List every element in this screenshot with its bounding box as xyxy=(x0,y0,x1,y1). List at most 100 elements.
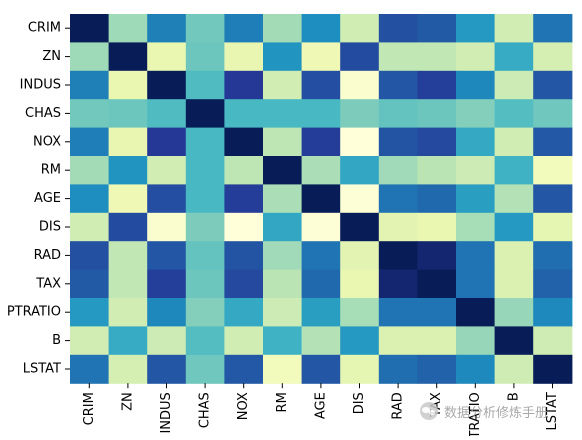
heatmap-cell xyxy=(263,99,303,129)
heatmap-cell xyxy=(263,354,303,384)
x-tick-label: PTRATIO xyxy=(468,392,483,436)
heatmap-cell xyxy=(185,326,225,356)
heatmap-cell xyxy=(340,298,380,327)
y-tick-label: NOX xyxy=(33,134,61,149)
heatmap-cell xyxy=(147,269,187,299)
y-tick-label: RM xyxy=(41,163,61,178)
heatmap-cell xyxy=(70,184,110,214)
x-tick-label: DIS xyxy=(352,392,367,414)
heatmap-cell xyxy=(456,241,496,271)
heatmap-cell xyxy=(378,326,418,356)
heatmap-cell xyxy=(378,269,418,299)
heatmap-cell xyxy=(70,298,110,327)
heatmap-cell xyxy=(533,156,573,185)
heatmap-cell xyxy=(147,354,187,384)
heatmap-cell xyxy=(494,298,534,327)
heatmap-cell xyxy=(108,298,148,327)
heatmap-cell xyxy=(224,14,264,43)
x-tick-labels: CRIM ZN INDUS CHAS NOX RM AGE DIS RAD TAX PTRATIO B… xyxy=(82,383,560,440)
heatmap-cell xyxy=(108,99,148,129)
x-tick-label: CRIM xyxy=(82,392,97,425)
heatmap-cell xyxy=(147,70,187,100)
heatmap-cell xyxy=(494,14,534,43)
heatmap-cell xyxy=(108,326,148,356)
heatmap-cell xyxy=(456,354,496,384)
heatmap-cell xyxy=(108,184,148,214)
heatmap-cell xyxy=(533,42,573,72)
heatmap-cell xyxy=(494,184,534,214)
heatmap-cell xyxy=(456,269,496,299)
watermark: 数据分析修炼手册 xyxy=(420,398,582,424)
heatmap-cell xyxy=(378,99,418,129)
heatmap-cell xyxy=(108,354,148,384)
heatmap-cell xyxy=(263,241,303,271)
heatmap-cell xyxy=(494,70,534,100)
heatmap-cell xyxy=(108,269,148,299)
heatmap-cell xyxy=(417,269,457,299)
heatmap-cell xyxy=(147,127,187,157)
heatmap-cell xyxy=(533,99,573,129)
heatmap-cell xyxy=(378,184,418,214)
heatmap-cell xyxy=(533,326,573,356)
heatmap-cell xyxy=(147,42,187,72)
heatmap-cell xyxy=(456,99,496,129)
heatmap-cell xyxy=(224,241,264,271)
heatmap-cell xyxy=(417,212,457,242)
heatmap-cell xyxy=(494,212,534,242)
y-tick-label: CHAS xyxy=(25,106,61,121)
x-tick-label: INDUS xyxy=(159,392,174,433)
heatmap-cell xyxy=(301,354,341,384)
heatmap-cell xyxy=(533,354,573,384)
heatmap-cell xyxy=(70,42,110,72)
heatmap-cell xyxy=(301,70,341,100)
heatmap-cell xyxy=(378,298,418,327)
heatmap-cell xyxy=(301,326,341,356)
heatmap-cell xyxy=(494,127,534,157)
y-tick-label: ZN xyxy=(42,49,61,64)
heatmap-cell xyxy=(301,42,341,72)
heatmap-cell xyxy=(378,127,418,157)
heatmap-cell xyxy=(378,156,418,185)
y-tick-label: DIS xyxy=(39,220,61,235)
heatmap-cell xyxy=(185,269,225,299)
heatmap-cell xyxy=(340,99,380,129)
heatmap-cell xyxy=(70,14,110,43)
heatmap-cell xyxy=(533,269,573,299)
heatmap-cell xyxy=(147,298,187,327)
heatmap-cell xyxy=(533,127,573,157)
heatmap-cell xyxy=(301,241,341,271)
heatmap-cell xyxy=(340,42,380,72)
heatmap-cell xyxy=(340,14,380,43)
heatmap-cell xyxy=(70,212,110,242)
heatmap-cell xyxy=(70,241,110,271)
heatmap-cell xyxy=(378,212,418,242)
heatmap-cell xyxy=(456,184,496,214)
heatmap-cell xyxy=(108,212,148,242)
heatmap-cell xyxy=(533,184,573,214)
heatmap-cell xyxy=(147,184,187,214)
heatmap-cell xyxy=(185,14,225,43)
heatmap-cell xyxy=(185,156,225,185)
watermark-text: 数据分析修炼手册 xyxy=(444,405,549,421)
heatmap-cell xyxy=(494,156,534,185)
heatmap-cell xyxy=(263,269,303,299)
y-tick-label: LSTAT xyxy=(23,362,61,377)
heatmap-cell xyxy=(417,156,457,185)
heatmap-cell xyxy=(147,156,187,185)
heatmap-cell xyxy=(185,42,225,72)
heatmap-cell xyxy=(108,42,148,72)
heatmap-cell xyxy=(494,42,534,72)
heatmap-cell xyxy=(301,14,341,43)
heatmap-cell xyxy=(185,212,225,242)
x-tick-label: ZN xyxy=(120,392,135,411)
y-tick-label: B xyxy=(52,333,61,348)
heatmap-cell xyxy=(494,354,534,384)
heatmap-cell xyxy=(417,42,457,72)
heatmap-cell xyxy=(417,354,457,384)
heatmap-cell xyxy=(417,184,457,214)
wechat-icon xyxy=(420,402,438,420)
heatmap-cell xyxy=(185,99,225,129)
heatmap-cell xyxy=(224,184,264,214)
heatmap-cell xyxy=(263,70,303,100)
